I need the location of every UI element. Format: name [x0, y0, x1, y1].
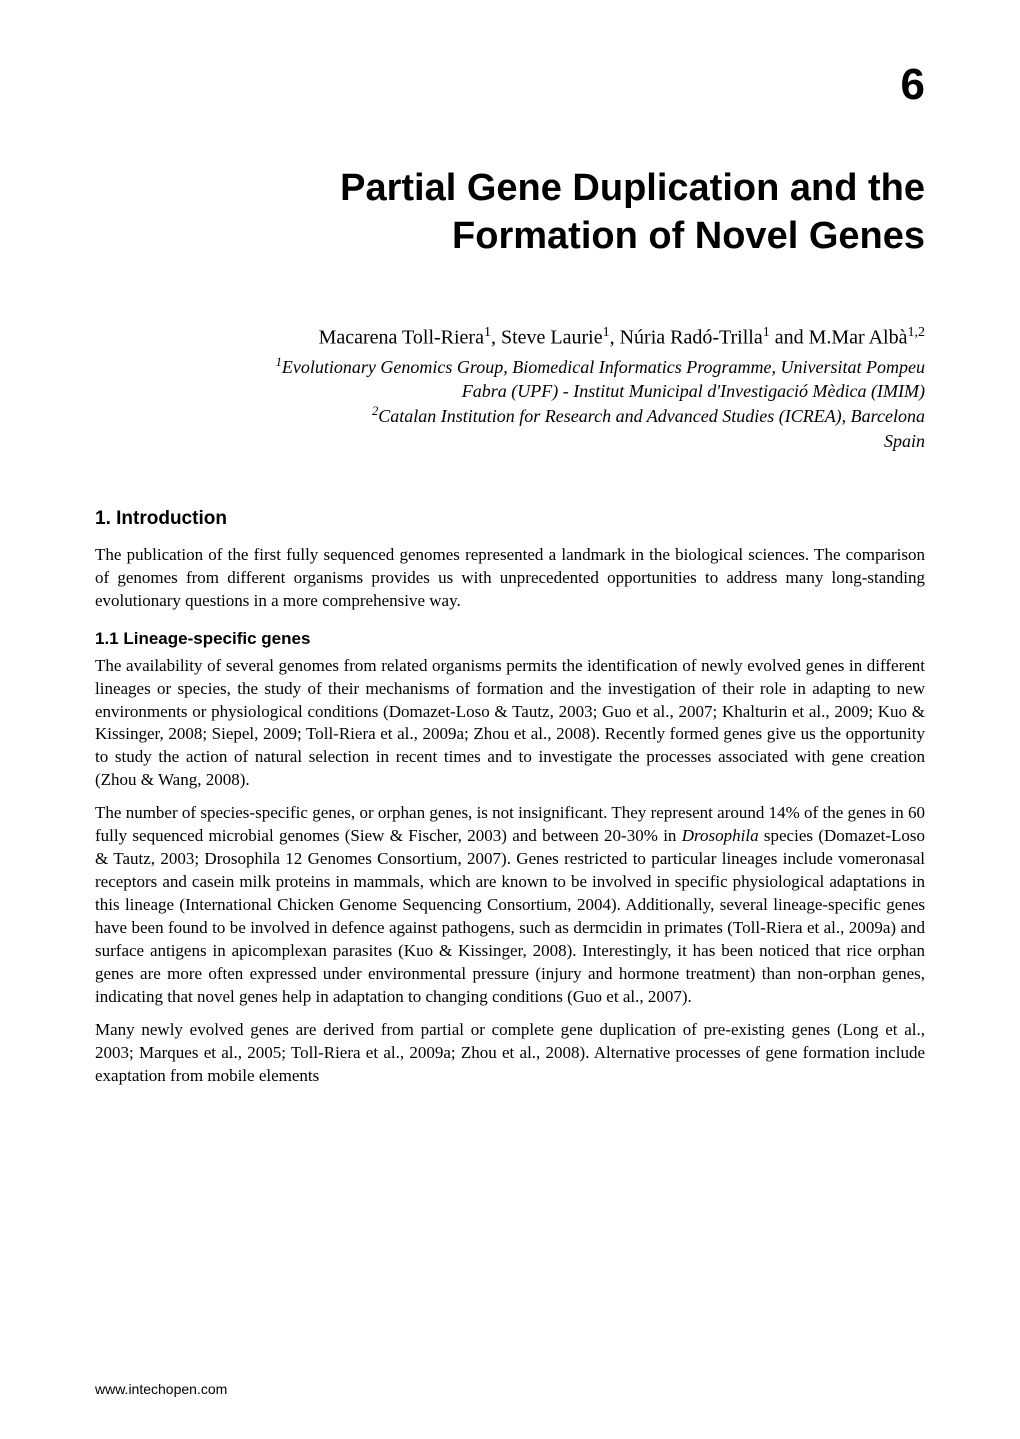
body-paragraph-2: The number of species-specific genes, or… [95, 802, 925, 1008]
affiliations: 1Evolutionary Genomics Group, Biomedical… [95, 354, 925, 453]
subsection-heading-lineage: 1.1 Lineage-specific genes [95, 629, 925, 649]
body-paragraph-3: Many newly evolved genes are derived fro… [95, 1019, 925, 1088]
chapter-title: Partial Gene Duplication and the Formati… [95, 165, 925, 260]
affiliation-3: 2Catalan Institution for Research and Ad… [372, 406, 925, 426]
affiliation-4: Spain [884, 431, 925, 451]
affiliation-2: Fabra (UPF) - Institut Municipal d'Inves… [462, 381, 925, 401]
footer-link[interactable]: www.intechopen.com [95, 1381, 227, 1397]
section-heading-introduction: 1. Introduction [95, 508, 925, 530]
affiliation-1: 1Evolutionary Genomics Group, Biomedical… [276, 357, 925, 377]
chapter-title-line1: Partial Gene Duplication and the [340, 167, 925, 209]
intro-paragraph: The publication of the first fully seque… [95, 544, 925, 613]
chapter-number: 6 [95, 60, 925, 110]
body-paragraph-1: The availability of several genomes from… [95, 655, 925, 793]
chapter-title-line2: Formation of Novel Genes [452, 215, 925, 257]
authors-line: Macarena Toll-Riera1, Steve Laurie1, Núr… [95, 325, 925, 350]
